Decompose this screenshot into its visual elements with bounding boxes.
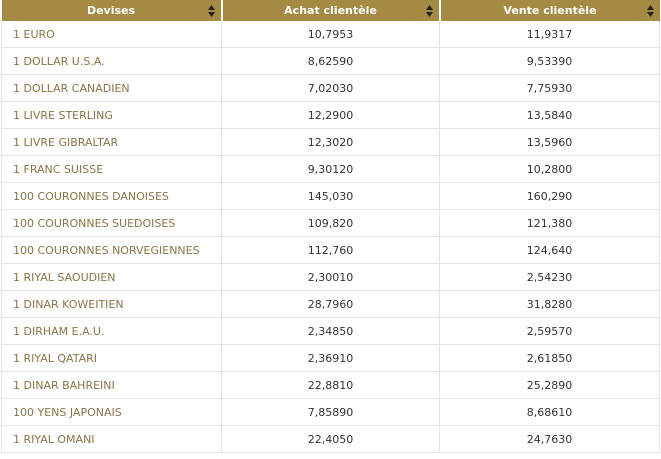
column-header[interactable]: Devises (1, 0, 222, 21)
rate-cell: 9,30120 (221, 155, 440, 183)
currency-cell: 1 DINAR BAHREINI (1, 371, 222, 399)
rate-cell: 8,62590 (221, 47, 440, 75)
rate-cell: 8,68610 (439, 398, 660, 426)
rate-cell: 145,030 (221, 182, 440, 210)
rate-cell: 24,7630 (439, 425, 660, 453)
currency-cell: 1 LIVRE STERLING (1, 101, 222, 129)
rate-cell: 12,2900 (221, 101, 440, 129)
table-body: 1 EURO 10,7953 11,9317 1 DOLLAR U.S.A. 8,625… (1, 21, 660, 453)
header-row: Devises Achat clientèle Vente clientèle (1, 0, 660, 21)
currency-cell: 1 FRANC SUISSE (1, 155, 222, 183)
table-row: 1 DIRHAM E.A.U. 2,34850 2,59570 (1, 317, 660, 345)
header-label: Achat clientèle (284, 4, 377, 17)
sort-arrow (646, 5, 654, 10)
header-label: Vente clientèle (503, 4, 597, 17)
rate-cell: 13,5840 (439, 101, 660, 129)
currency-cell: 1 DOLLAR CANADIEN (1, 74, 222, 102)
currency-cell: 100 COURONNES SUEDOISES (1, 209, 222, 237)
table-row: 1 RIYAL QATARI 2,36910 2,61850 (1, 344, 660, 372)
rate-cell: 2,34850 (221, 317, 440, 345)
currency-cell: 1 RIYAL QATARI (1, 344, 222, 372)
table-row: 1 DINAR BAHREINI 22,8810 25,2890 (1, 371, 660, 399)
sort-arrow (646, 12, 654, 17)
table-row: 1 RIYAL OMANI 22,4050 24,7630 (1, 425, 660, 453)
sort-arrow (207, 5, 215, 10)
rate-cell: 10,2800 (439, 155, 660, 183)
table-row: 1 DOLLAR U.S.A. 8,62590 9,53390 (1, 47, 660, 75)
rate-cell: 2,36910 (221, 344, 440, 372)
currency-cell: 1 LIVRE GIBRALTAR (1, 128, 222, 156)
table-row: 100 YENS JAPONAIS 7,85890 8,68610 (1, 398, 660, 426)
rate-cell: 22,4050 (221, 425, 440, 453)
rate-cell: 2,54230 (439, 263, 660, 291)
rate-cell: 7,75930 (439, 74, 660, 102)
rate-cell: 25,2890 (439, 371, 660, 399)
rate-cell: 9,53390 (439, 47, 660, 75)
sort-icon[interactable] (207, 5, 215, 17)
rate-cell: 28,7960 (221, 290, 440, 318)
rate-cell: 2,59570 (439, 317, 660, 345)
currency-cell: 1 RIYAL SAOUDIEN (1, 263, 222, 291)
table-row: 1 DOLLAR CANADIEN 7,02030 7,75930 (1, 74, 660, 102)
rate-cell: 22,8810 (221, 371, 440, 399)
rate-cell: 121,380 (439, 209, 660, 237)
table-row: 1 RIYAL SAOUDIEN 2,30010 2,54230 (1, 263, 660, 291)
currency-cell: 1 DOLLAR U.S.A. (1, 47, 222, 75)
table-row: 100 COURONNES NORVEGIENNES 112,760 124,640 (1, 236, 660, 264)
header-label: Devises (86, 4, 136, 17)
sort-arrow (207, 12, 215, 17)
rate-cell: 112,760 (221, 236, 440, 264)
rate-cell: 7,85890 (221, 398, 440, 426)
rate-cell: 160,290 (439, 182, 660, 210)
rate-cell: 31,8280 (439, 290, 660, 318)
table-row: 1 DINAR KOWEITIEN 28,7960 31,8280 (1, 290, 660, 318)
column-header[interactable]: Vente clientèle (438, 0, 660, 21)
rate-cell: 12,3020 (221, 128, 440, 156)
rate-cell: 13,5960 (439, 128, 660, 156)
rate-cell: 7,02030 (221, 74, 440, 102)
rate-cell: 2,30010 (221, 263, 440, 291)
rate-cell: 11,9317 (439, 21, 660, 48)
sort-icon[interactable] (646, 5, 654, 17)
column-header[interactable]: Achat clientèle (220, 0, 440, 21)
table-row: 1 FRANC SUISSE 9,30120 10,2800 (1, 155, 660, 183)
currency-cell: 100 YENS JAPONAIS (1, 398, 222, 426)
currency-cell: 1 RIYAL OMANI (1, 425, 222, 453)
sort-arrow (425, 5, 433, 10)
currency-cell: 100 COURONNES NORVEGIENNES (1, 236, 222, 264)
currency-cell: 100 COURONNES DANOISES (1, 182, 222, 210)
rate-cell: 124,640 (439, 236, 660, 264)
sort-icon[interactable] (425, 5, 433, 17)
table-row: 1 EURO 10,7953 11,9317 (1, 21, 660, 48)
sort-arrow (425, 12, 433, 17)
table-row: 1 LIVRE GIBRALTAR 12,3020 13,5960 (1, 128, 660, 156)
currency-cell: 1 DIRHAM E.A.U. (1, 317, 222, 345)
table-row: 1 LIVRE STERLING 12,2900 13,5840 (1, 101, 660, 129)
currency-cell: 1 DINAR KOWEITIEN (1, 290, 222, 318)
table-row: 100 COURONNES SUEDOISES 109,820 121,380 (1, 209, 660, 237)
currency-cell: 1 EURO (1, 21, 222, 48)
rate-cell: 10,7953 (221, 21, 440, 48)
table-row: 100 COURONNES DANOISES 145,030 160,290 (1, 182, 660, 210)
rate-cell: 109,820 (221, 209, 440, 237)
rate-cell: 2,61850 (439, 344, 660, 372)
